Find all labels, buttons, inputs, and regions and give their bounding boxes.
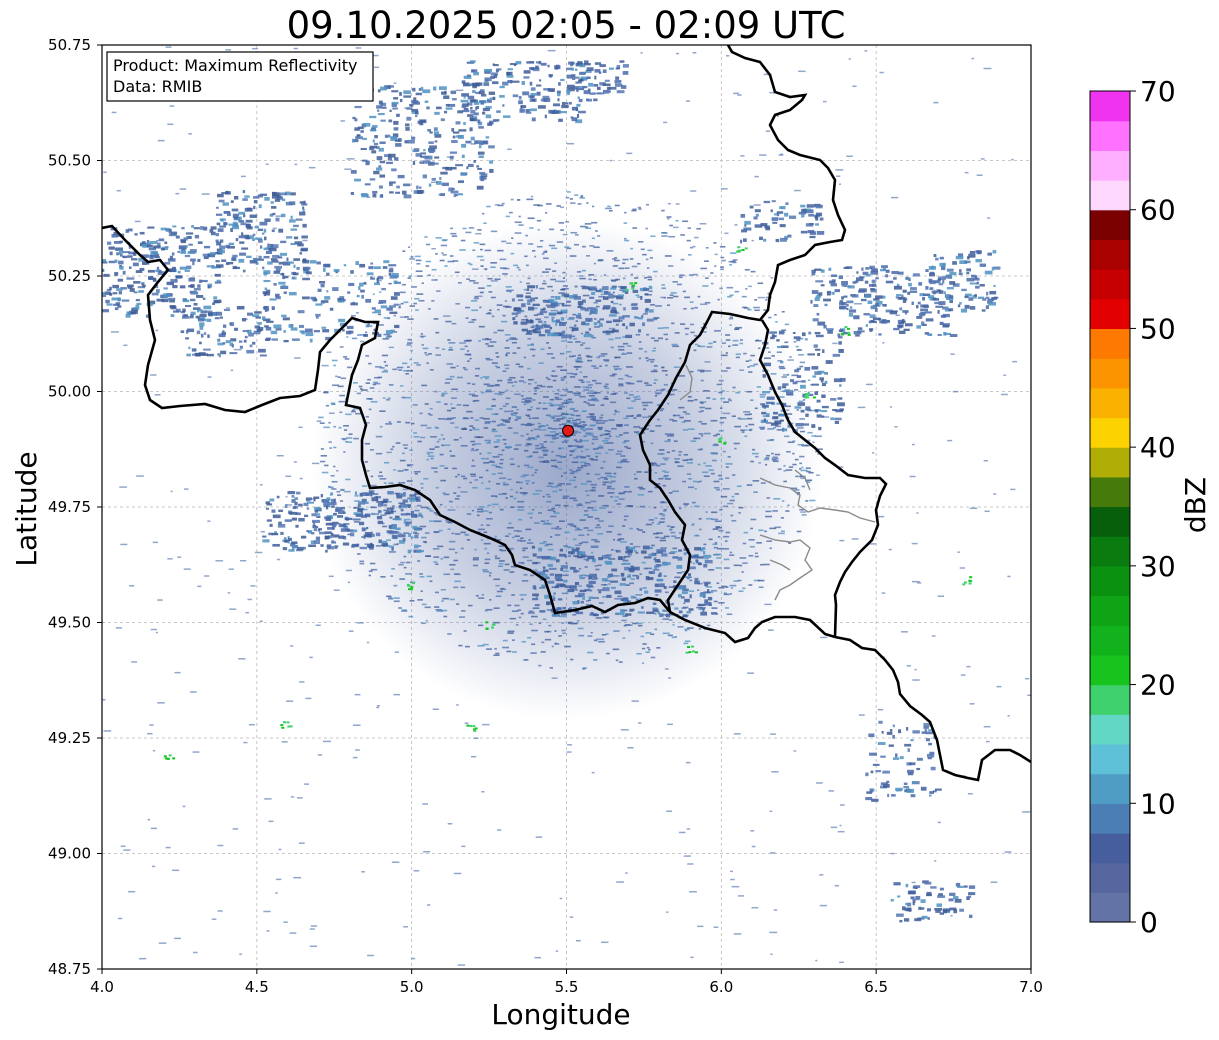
border-luxembourg [638,45,847,613]
y-tick-label: 50.75 [48,36,91,54]
colorbar-tick-label: 70 [1140,75,1176,108]
x-tick-label: 5.0 [400,978,424,996]
colorbar: 0 10 20 30 40 50 60 70 dBZ [1089,75,1212,939]
colorbar-segment [1090,269,1130,300]
y-tick-label: 50.50 [48,152,91,170]
colorbar-segment [1090,684,1130,715]
colorbar-segment [1090,536,1130,567]
colorbar-segment [1090,654,1130,686]
border-luxembourg-east [758,319,888,638]
colorbar-segment [1090,150,1130,181]
colorbar-segment [1090,239,1130,270]
colorbar-segment [1090,892,1130,923]
chart-title: 09.10.2025 02:05 - 02:09 UTC [287,4,846,47]
x-tick-label: 7.0 [1019,978,1043,996]
colorbar-segment [1090,447,1130,478]
y-tick-label: 50.00 [48,383,91,401]
colorbar-segment [1090,417,1130,448]
colorbar-tick-label: 50 [1140,312,1176,345]
colorbar-segment [1090,209,1130,240]
colorbar-segment [1090,862,1130,893]
radar-site-marker [562,424,575,437]
colorbar-segment [1090,832,1130,864]
colorbar-tick-label: 0 [1140,906,1158,939]
colorbar-ticks: 0 10 20 30 40 50 60 70 [1130,75,1176,939]
colorbar-segment [1090,180,1130,211]
info-product: Product: Maximum Reflectivity [113,56,357,75]
y-tick-label: 50.25 [48,267,91,285]
colorbar-segment [1090,358,1130,389]
colorbar-segment [1090,387,1130,419]
x-tick-label: 4.5 [245,978,269,996]
y-tick-label: 49.25 [48,729,91,747]
border-germany-france [834,635,1031,782]
colorbar-segment [1090,714,1130,745]
x-tick-label: 5.5 [555,978,579,996]
colorbar-segment [1090,595,1130,626]
x-axis-ticks: 4.0 4.5 5.0 5.5 6.0 6.5 7.0 [90,969,1043,996]
colorbar-tick-label: 10 [1140,787,1176,820]
colorbar-segment [1090,328,1130,359]
colorbar-segment [1090,91,1130,122]
y-tick-label: 49.00 [48,845,91,863]
y-tick-label: 49.50 [48,614,91,632]
colorbar-segment [1090,773,1130,804]
x-tick-label: 6.5 [864,978,888,996]
colorbar-segment [1090,565,1130,597]
y-tick-label: 49.75 [48,498,91,516]
colorbar-segment [1090,625,1130,656]
echo-halo [312,220,822,720]
x-axis-label: Longitude [491,998,630,1031]
colorbar-segment [1090,743,1130,775]
colorbar-segment [1090,298,1130,330]
colorbar-tick-label: 60 [1140,194,1176,227]
info-box: Product: Maximum Reflectivity Data: RMIB [106,51,374,102]
region-boundaries [679,364,876,601]
colorbar-tick-label: 30 [1140,550,1176,583]
info-data: Data: RMIB [113,77,202,96]
colorbar-segment [1090,120,1130,151]
colorbar-segment [1090,506,1130,537]
map-area: Product: Maximum Reflectivity Data: RMIB [101,44,1032,970]
colorbar-segment [1090,476,1130,508]
colorbar-segments [1090,91,1130,923]
radar-echoes [102,46,1031,966]
y-axis-label: Latitude [10,451,43,566]
y-tick-label: 48.75 [48,960,91,978]
y-axis-ticks: 48.75 49.00 49.25 49.50 49.75 50.00 50.25 50.50… [48,36,102,978]
colorbar-label: dBZ [1179,477,1212,533]
colorbar-segment [1090,803,1130,834]
x-tick-label: 6.0 [709,978,733,996]
border-belgium-france [102,224,836,644]
colorbar-frame [1089,90,1131,923]
colorbar-tick-label: 40 [1140,431,1176,464]
x-tick-label: 4.0 [90,978,114,996]
colorbar-tick-label: 20 [1140,669,1176,702]
